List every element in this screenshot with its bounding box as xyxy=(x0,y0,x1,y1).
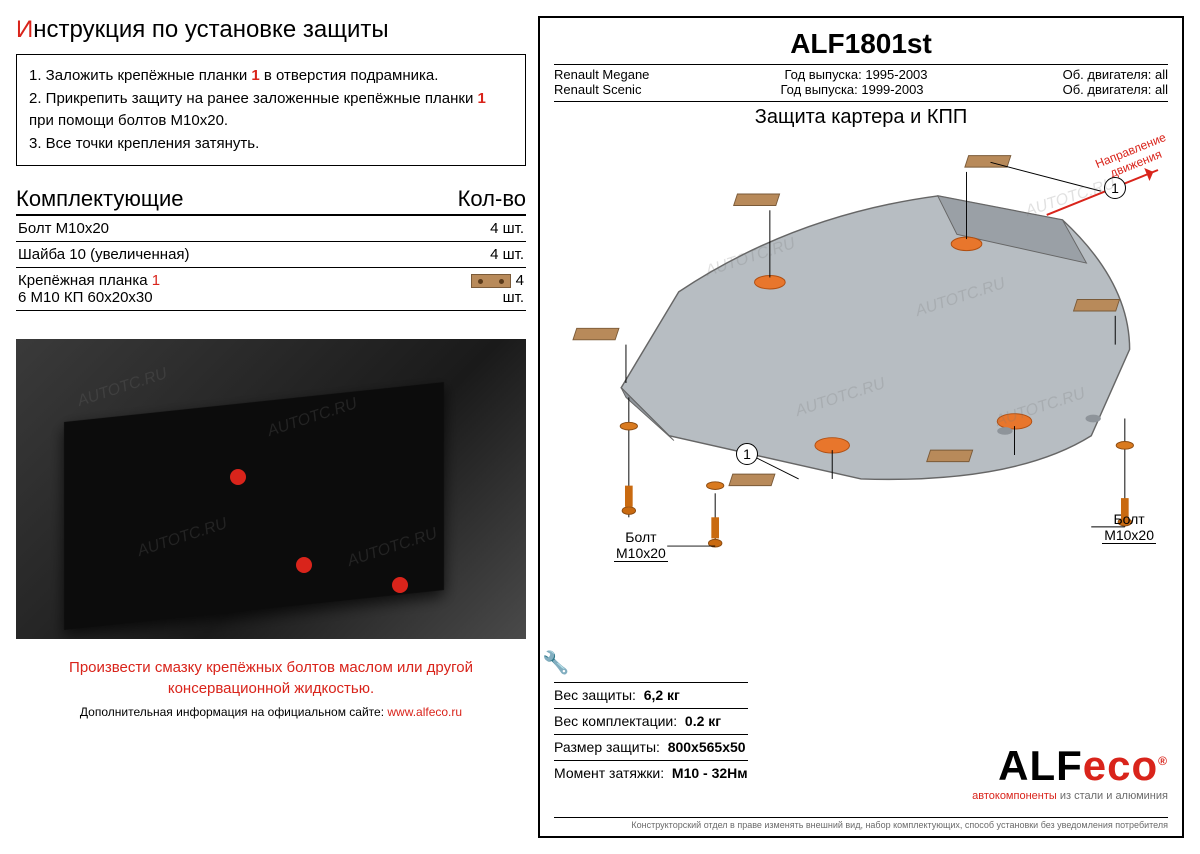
parts-table: Болт М10х204 шт.Шайба 10 (увеличенная)4 … xyxy=(16,216,526,311)
instructions-box: 1. Заложить крепёжные планки 1 в отверст… xyxy=(16,54,526,166)
parts-header: Комплектующие Кол-во xyxy=(16,186,526,216)
part-number: ALF1801st xyxy=(554,28,1168,65)
footnote-text: Дополнительная информация на официальном… xyxy=(80,705,387,719)
brand-block: ALFeco® автокомпоненты из стали и алюмин… xyxy=(972,742,1168,802)
brand-alf: ALF xyxy=(998,742,1083,789)
photo-bolt-dot xyxy=(230,469,246,485)
wrench-icon: 🔧 xyxy=(542,650,569,676)
spec-row: Renault ScenicГод выпуска: 1999-2003Об. … xyxy=(554,82,1168,97)
qty-heading: Кол-во xyxy=(458,186,526,212)
instruction-item: 1. Заложить крепёжные планки 1 в отверст… xyxy=(29,65,513,88)
bolt-label-right: Болт М10х20 xyxy=(1102,511,1156,544)
brand-sub-red: автокомпоненты xyxy=(972,790,1060,802)
disclaimer: Конструкторский отдел в праве изменять в… xyxy=(554,817,1168,830)
site-footnote: Дополнительная информация на официальном… xyxy=(16,705,526,719)
photo-bolt-dot xyxy=(392,577,408,593)
footnote-link: www.alfeco.ru xyxy=(387,705,462,719)
brand-eco: eco xyxy=(1083,742,1158,789)
callout-1: 1 xyxy=(1104,177,1126,199)
instruction-item: 3. Все точки крепления затянуть. xyxy=(29,133,513,156)
lubrication-warning: Произвести смазку крепёжных болтов масло… xyxy=(16,657,526,699)
table-row: Болт М10х204 шт. xyxy=(16,216,526,242)
photo-bolt-dot xyxy=(296,557,312,573)
vehicle-specs: Renault MeganeГод выпуска: 1995-2003Об. … xyxy=(554,67,1168,102)
watermark: AUTOTC.RU xyxy=(75,365,169,411)
brand-subtitle: автокомпоненты из стали и алюминия xyxy=(972,790,1168,802)
spec-line: Момент затяжки: М10 - 32Нм xyxy=(554,760,748,786)
spec-line: Вес комплектации: 0.2 кг xyxy=(554,708,748,734)
diagram-title: Защита картера и КПП xyxy=(554,106,1168,129)
main-title: Инструкция по установке защиты xyxy=(16,16,526,44)
parts-heading: Комплектующие xyxy=(16,186,183,212)
title-rest: нструкция по установке защиты xyxy=(33,16,388,43)
spec-row: Renault MeganeГод выпуска: 1995-2003Об. … xyxy=(554,67,1168,82)
left-column: Инструкция по установке защиты 1. Заложи… xyxy=(16,16,526,838)
brand-sub-gray: из стали и алюминия xyxy=(1060,790,1168,802)
installed-plate xyxy=(64,382,444,630)
right-column: ALF1801st Renault MeganeГод выпуска: 199… xyxy=(538,16,1184,838)
bolt-label-left: Болт М10х20 xyxy=(614,529,668,562)
instruction-item: 2. Прикрепить защиту на ранее заложенные… xyxy=(29,88,513,133)
brand-logo: ALFeco® xyxy=(972,742,1168,790)
skid-plate-diagram xyxy=(554,129,1168,589)
title-first-letter: И xyxy=(16,16,33,43)
diagram-area: Направление движения xyxy=(554,129,1168,589)
spec-line: Размер защиты: 800х565х50 xyxy=(554,734,748,760)
table-row: Крепёжная планка 16 М10 КП 60х20х30 4 шт… xyxy=(16,268,526,311)
table-row: Шайба 10 (увеличенная)4 шт. xyxy=(16,242,526,268)
spec-line: Вес защиты: 6,2 кг xyxy=(554,682,748,708)
callout-1: 1 xyxy=(736,443,758,465)
bottom-specs: Вес защиты: 6,2 кгВес комплектации: 0.2 … xyxy=(554,682,748,786)
install-photo: AUTOTC.RU AUTOTC.RU AUTOTC.RU AUTOTC.RU xyxy=(16,339,526,639)
